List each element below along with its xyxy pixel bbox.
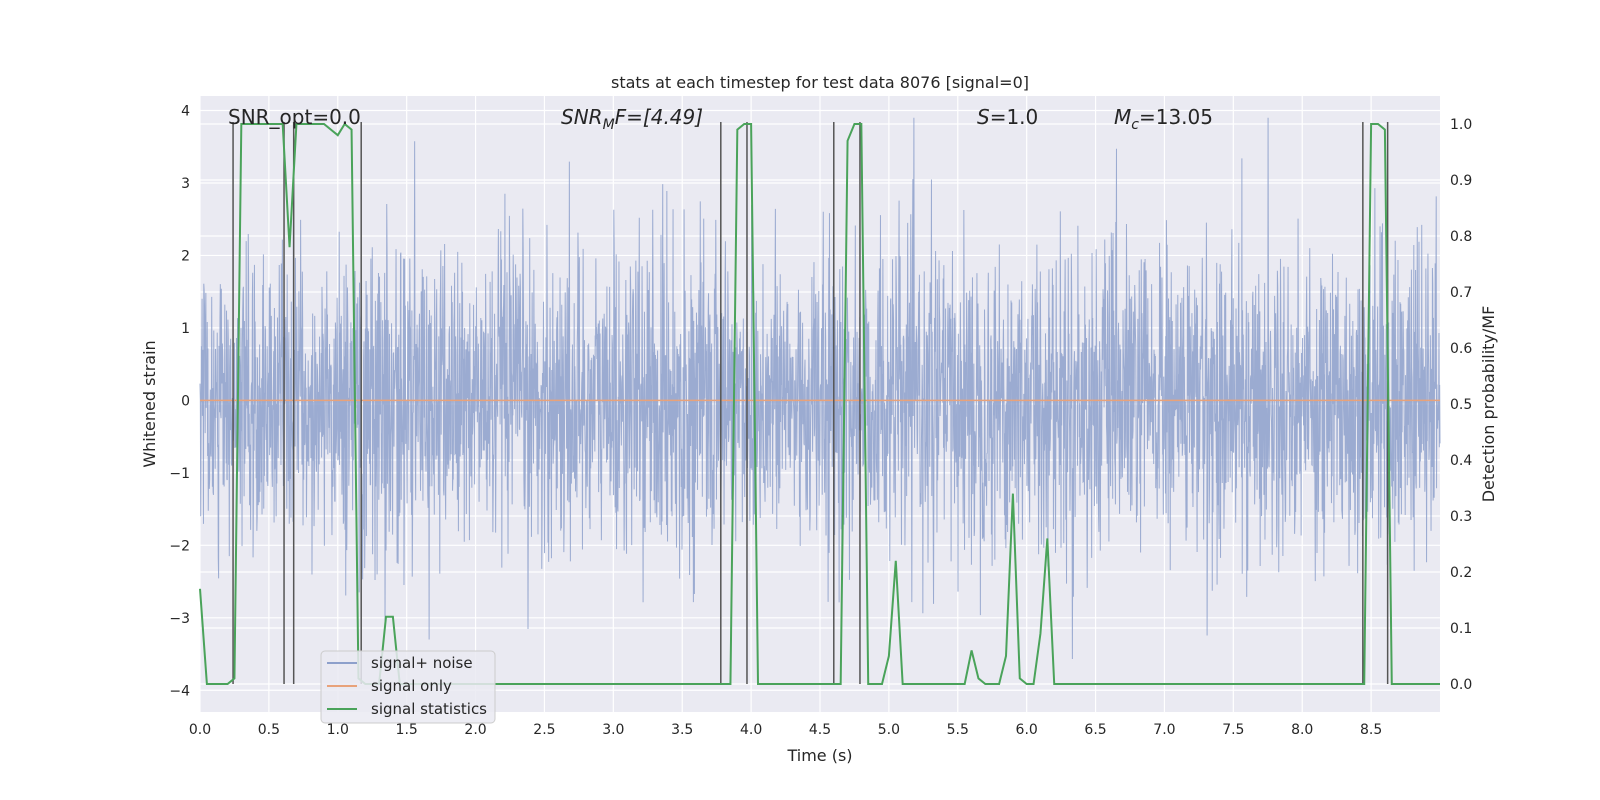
x-tick-label-3: 1.5 [396,722,418,738]
y-left-axis-ticks: −4 −3 −2 −1 0 1 2 3 4 [169,103,190,699]
x-tick-label-16: 8.0 [1291,722,1313,738]
annotation-s: S=1.0 [977,105,1038,129]
y-right-tick-label-6: 0.6 [1450,341,1472,357]
chart-title: stats at each timestep for test data 807… [611,73,1029,92]
annotation-mc-name: M [1114,105,1131,129]
y-left-tick-label-0: −4 [169,683,190,699]
x-tick-label-11: 5.5 [947,722,969,738]
x-tick-label-12: 6.0 [1016,722,1038,738]
x-tick-label-7: 3.5 [671,722,693,738]
annotation-mc-sub: c [1131,117,1139,133]
annotation-snr-mf-sub: M [603,117,615,133]
y-left-tick-label-8: 4 [181,103,190,119]
y-right-tick-label-8: 0.8 [1450,229,1472,245]
x-tick-label-10: 5.0 [878,722,900,738]
y-left-tick-label-1: −3 [169,611,190,627]
annotation-mc-value: =13.05 [1139,105,1213,129]
annotation-s-value: =1.0 [990,105,1039,129]
vertical-markers [232,122,1389,684]
legend-label-signal-noise: signal+ noise [371,654,473,672]
y-left-tick-label-5: 1 [181,321,190,337]
y-right-tick-label-2: 0.2 [1450,565,1472,581]
y-right-tick-label-10: 1.0 [1450,117,1472,133]
x-axis-ticks: 0.0 0.5 1.0 1.5 2.0 2.5 3.0 3.5 4.0 4.5 5.0 5.5 6.0 6… [189,722,1382,738]
y-left-tick-label-2: −2 [169,538,190,554]
legend-box [320,650,496,724]
annotation-mc: Mc=13.05 [1114,105,1213,133]
y-right-axis-label: Detection probability/MF [1479,306,1498,503]
legend-label-signal-only: signal only [371,677,452,695]
x-tick-label-13: 6.5 [1084,722,1106,738]
y-right-tick-label-7: 0.7 [1450,285,1472,301]
y-left-tick-label-3: −1 [169,466,190,482]
y-right-tick-label-1: 0.1 [1450,621,1472,637]
y-right-axis-ticks: 0.0 0.1 0.2 0.3 0.4 0.5 0.6 0.7 0.8 0.9 1.0 [1450,117,1472,693]
y-right-tick-label-9: 0.9 [1450,173,1472,189]
annotation-s-name: S [977,105,990,129]
series-signal-noise [199,117,1441,660]
y-right-tick-label-5: 0.5 [1450,397,1472,413]
x-tick-label-8: 4.0 [740,722,762,738]
x-tick-label-17: 8.5 [1360,722,1382,738]
x-tick-label-6: 3.0 [602,722,624,738]
legend-label-signal-statistics: signal statistics [371,700,487,718]
series-line-signal-statistics [199,122,1440,685]
x-tick-label-14: 7.0 [1153,722,1175,738]
legend: signal+ noise signal only signal statist… [320,650,496,724]
x-tick-label-0: 0.0 [189,722,211,738]
annotation-snr-mf-name: SNR [561,105,603,129]
series-signal-statistics [199,122,1440,685]
x-tick-label-9: 4.5 [809,722,831,738]
y-left-tick-label-7: 3 [181,176,190,192]
x-tick-label-1: 0.5 [258,722,280,738]
series-line-signal-noise [199,117,1441,660]
x-axis-label: Time (s) [786,746,852,765]
y-left-axis-label: Whitened strain [140,340,159,467]
annotation-snr-opt: SNR_opt=0.0 [228,105,361,129]
annotation-snr-mf-tail: F=[4.49] [615,105,703,129]
y-left-tick-label-6: 2 [181,248,190,264]
x-tick-label-2: 1.0 [327,722,349,738]
y-right-tick-label-4: 0.4 [1450,453,1472,469]
y-right-tick-label-0: 0.0 [1450,677,1472,693]
y-left-tick-label-4: 0 [181,393,190,409]
x-tick-label-5: 2.5 [533,722,555,738]
y-right-tick-label-3: 0.3 [1450,509,1472,525]
x-tick-label-15: 7.5 [1222,722,1244,738]
annotation-snr-mf: SNRMF=[4.49] [561,105,703,133]
x-tick-label-4: 2.0 [464,722,486,738]
